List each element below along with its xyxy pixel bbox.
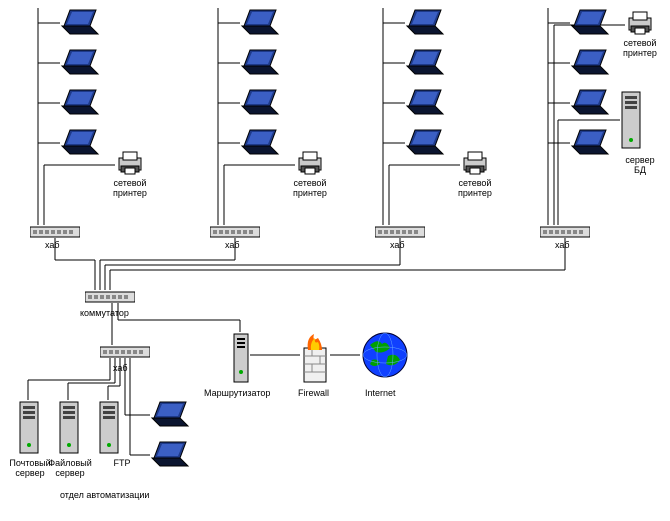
printer-icon [115,150,145,176]
hub-icon [85,290,135,304]
server-icon [620,90,642,150]
laptop-icon [150,400,190,430]
laptop-icon [240,8,280,38]
hub-icon [540,225,590,239]
laptop-icon [405,48,445,78]
internet-label: Internet [365,388,396,398]
router-icon [230,330,252,385]
ftp-label: FTP [98,458,146,468]
laptop-icon [405,8,445,38]
laptop-icon [60,128,100,158]
hub-label: хаб [45,240,60,250]
printer-icon [460,150,490,176]
db-server-label: сервер БД [620,155,660,175]
hub-label: хаб [225,240,240,250]
server-icon [18,400,40,455]
hub-label: хаб [113,363,128,373]
firewall-label: Firewall [298,388,329,398]
network-diagram: сетевой принтер хаб сетевой принтер [0,0,670,521]
printer-label: сетевой принтер [288,178,332,198]
hub-icon [375,225,425,239]
laptop-icon [570,8,610,38]
server-icon [58,400,80,455]
hub-label: хаб [390,240,405,250]
laptop-icon [570,48,610,78]
switch-label: коммутатор [80,308,129,318]
printer-icon [295,150,325,176]
hub-icon [100,345,150,359]
laptop-icon [405,88,445,118]
laptop-icon [570,128,610,158]
printer-icon [625,10,655,36]
laptop-icon [240,48,280,78]
firewall-icon [300,330,330,385]
printer-label: сетевой принтер [618,38,662,58]
printer-label: сетевой принтер [108,178,152,198]
hub-label: хаб [555,240,570,250]
laptop-icon [240,88,280,118]
router-label: Маршрутизатор [204,388,270,398]
hub-icon [30,225,80,239]
laptop-icon [405,128,445,158]
hub-icon [210,225,260,239]
server-icon [98,400,120,455]
file_server-label: Файловый сервер [46,458,94,478]
laptop-icon [150,440,190,470]
globe-icon [360,330,410,380]
laptop-icon [60,48,100,78]
laptop-icon [60,8,100,38]
laptop-icon [570,88,610,118]
laptop-icon [60,88,100,118]
laptop-icon [240,128,280,158]
printer-label: сетевой принтер [453,178,497,198]
dept-label: отдел автоматизации [60,490,149,500]
